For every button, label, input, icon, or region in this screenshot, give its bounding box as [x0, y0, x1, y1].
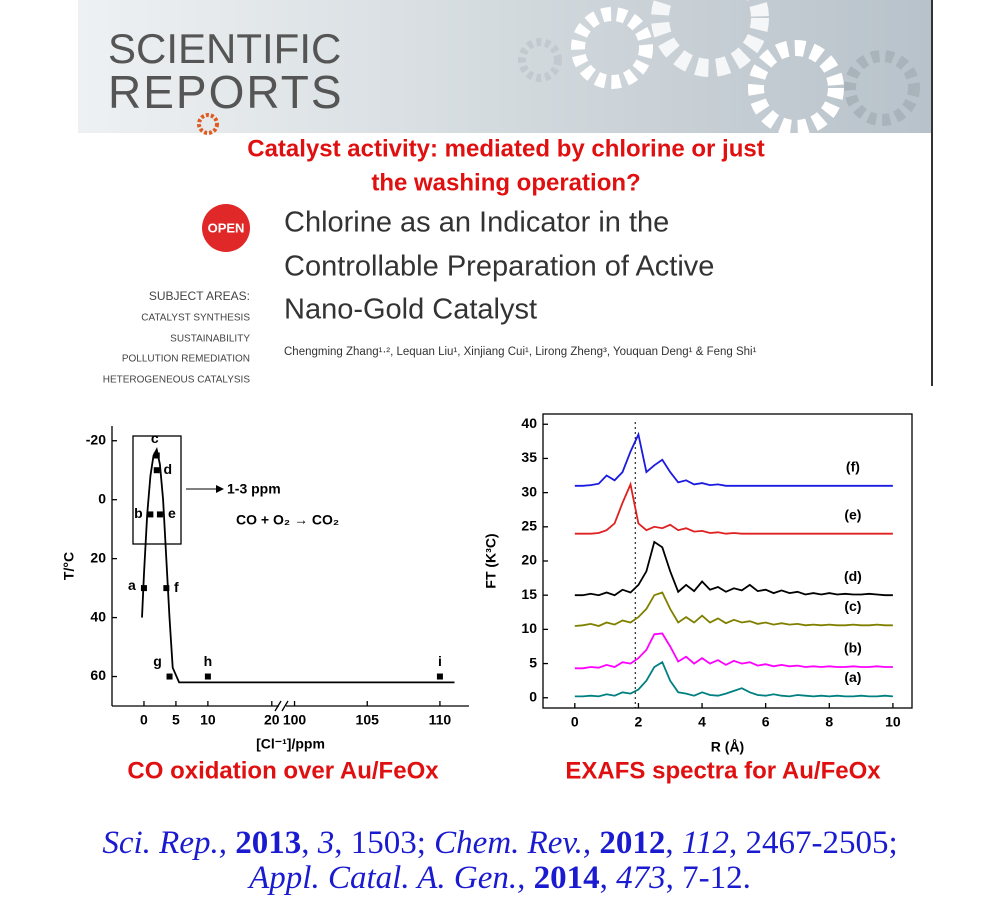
arrowhead	[216, 485, 224, 493]
annotation: 1-3 ppm	[227, 481, 281, 497]
y-tick-label: 60	[90, 667, 106, 683]
point-label: i	[438, 653, 442, 669]
series-label: (b)	[844, 640, 862, 656]
y-axis-label: FT (K³C)	[483, 533, 499, 588]
reference-line: Appl. Catal. A. Gen., 2014, 473, 7-12.	[247, 860, 751, 896]
data-point	[166, 673, 173, 680]
caption: EXAFS spectra for Au/FeOx	[565, 757, 881, 784]
point-label: g	[153, 653, 162, 669]
caption: CO oxidation over Au/FeOx	[127, 757, 439, 784]
x-tick-label: 10	[200, 712, 216, 728]
series-line	[574, 481, 893, 535]
data-point	[140, 585, 147, 592]
region-box	[132, 435, 182, 545]
y-tick-label: 0	[98, 490, 106, 506]
x-tick-label: 5	[172, 712, 180, 728]
y-tick-label: 5	[529, 654, 537, 670]
y-axis-label: T/°C	[61, 552, 77, 580]
header-band	[78, 0, 932, 133]
data-point	[153, 467, 160, 474]
series-line	[574, 632, 893, 670]
x-axis-label: [Cl⁻¹]/ppm	[256, 736, 325, 752]
point-label: f	[174, 579, 179, 595]
y-tick-label: 40	[521, 415, 537, 431]
point-label: e	[168, 505, 176, 521]
subject-item: HETEROGENEOUS CATALYSIS	[103, 375, 251, 386]
point-label: d	[163, 461, 172, 477]
y-tick-label: 10	[521, 620, 537, 636]
x-tick-label: 20	[264, 712, 280, 728]
open-badge	[202, 204, 250, 252]
axis-break	[274, 700, 289, 712]
point-label: b	[134, 505, 143, 521]
y-tick-label: 20	[521, 552, 537, 568]
y-tick-label: 0	[529, 688, 537, 704]
series-label: (a)	[844, 669, 861, 685]
data-point	[163, 585, 170, 592]
x-tick-label: 0	[140, 712, 148, 728]
journal-name: SCIENTIFIC	[108, 25, 341, 72]
equation: CO + O₂ → CO₂	[236, 512, 339, 528]
series-label: (f)	[846, 458, 860, 474]
x-tick-label: 4	[698, 714, 706, 730]
y-tick-label: 25	[521, 518, 537, 534]
subject-item: CATALYST SYNTHESIS	[141, 313, 250, 324]
point-label: a	[128, 577, 136, 593]
y-tick-label: 20	[90, 549, 106, 565]
series-line	[574, 431, 893, 487]
article-title: Nano-Gold Catalyst	[284, 294, 537, 326]
x-axis-label: R (Å)	[711, 739, 744, 755]
series-label: (d)	[844, 568, 862, 584]
data-point	[147, 511, 154, 518]
x-tick-label: 2	[635, 714, 643, 730]
x-tick-label: 6	[762, 714, 770, 730]
point-label: h	[204, 653, 213, 669]
y-tick-label: 35	[521, 449, 537, 465]
series-line	[141, 447, 455, 684]
point-label: c	[151, 430, 159, 446]
article-title: Chlorine as an Indicator in the	[284, 207, 669, 239]
series-line	[574, 540, 893, 597]
data-point	[436, 673, 443, 680]
data-point	[204, 673, 211, 680]
y-tick-label: 40	[90, 608, 106, 624]
subject-label: SUBJECT AREAS:	[149, 289, 250, 303]
x-tick-label: 10	[885, 714, 901, 730]
series-label: (e)	[844, 506, 861, 522]
headline: Catalyst activity: mediated by chlorine …	[247, 135, 764, 162]
x-tick-label: 100	[283, 712, 307, 728]
series-line	[574, 660, 893, 698]
x-tick-label: 110	[429, 712, 452, 728]
open-label: OPEN	[208, 220, 245, 235]
data-point	[156, 511, 163, 518]
y-tick-label: -20	[86, 431, 106, 447]
series-label: (c)	[844, 598, 861, 614]
journal-name: REPORTS	[108, 66, 344, 118]
subject-item: SUSTAINABILITY	[170, 334, 250, 345]
article-title: Controllable Preparation of Active	[284, 251, 714, 283]
reference-line: Sci. Rep., 2013, 3, 1503; Chem. Rev., 20…	[102, 825, 897, 861]
subject-item: POLLUTION REMEDIATION	[122, 354, 250, 365]
headline: the washing operation?	[371, 169, 640, 196]
authors: Chengming Zhang¹·², Lequan Liu¹, Xinjian…	[284, 346, 757, 358]
data-point	[153, 452, 160, 459]
x-tick-label: 0	[571, 714, 579, 730]
y-tick-label: 15	[521, 586, 537, 602]
series-line	[574, 591, 893, 627]
x-tick-label: 8	[825, 714, 833, 730]
x-tick-label: 105	[356, 712, 380, 728]
y-tick-label: 30	[521, 483, 537, 499]
gears	[197, 0, 920, 136]
